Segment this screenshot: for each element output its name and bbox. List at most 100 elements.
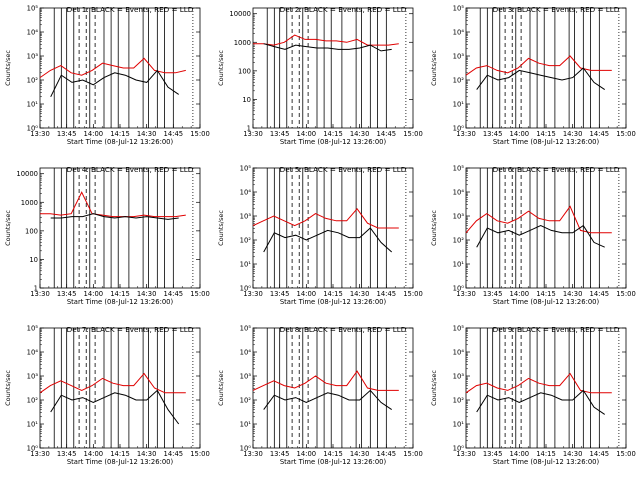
y-tick-label: 10³ — [453, 373, 465, 381]
y-axis-label: Counts/sec — [430, 50, 438, 86]
y-tick-label: 1000 — [21, 199, 38, 207]
x-tick-label: 13:45 — [270, 130, 290, 138]
x-tick-label: 14:30 — [137, 290, 157, 298]
y-tick-label: 10³ — [240, 373, 252, 381]
y-tick-label: 10³ — [453, 53, 465, 61]
x-tick-label: 13:30 — [456, 450, 476, 458]
y-tick-label: 10³ — [240, 213, 252, 221]
y-tick-label: 10⁰ — [27, 125, 39, 133]
x-tick-label: 13:45 — [483, 290, 503, 298]
y-tick-label: 10⁴ — [27, 349, 39, 357]
lld-series-line — [39, 372, 186, 394]
y-tick-label: 1 — [34, 285, 38, 293]
y-tick-label: 10⁰ — [240, 285, 252, 293]
x-tick-label: 13:45 — [270, 290, 290, 298]
x-tick-label: 14:30 — [563, 450, 583, 458]
x-tick-label: 15:00 — [190, 450, 210, 458]
x-tick-label: 14:30 — [137, 450, 157, 458]
plot-frame — [39, 327, 201, 449]
y-tick-label: 10⁵ — [27, 5, 39, 13]
y-tick-label: 10² — [453, 77, 465, 85]
plot-frame — [465, 7, 627, 129]
x-tick-label: 14:00 — [84, 450, 104, 458]
x-tick-label: 14:45 — [590, 290, 610, 298]
y-tick-label: 1 — [247, 125, 251, 133]
x-tick-label: 13:45 — [483, 130, 503, 138]
y-tick-label: 10¹ — [27, 421, 39, 429]
x-tick-label: 14:30 — [350, 130, 370, 138]
y-tick-label: 10² — [453, 237, 465, 245]
y-tick-label: 10² — [240, 397, 252, 405]
x-tick-label: 15:00 — [403, 290, 423, 298]
y-tick-label: 10² — [27, 77, 39, 85]
events-series-line — [50, 213, 179, 220]
lld-series-line — [465, 205, 612, 234]
events-series-line — [263, 43, 392, 52]
y-tick-label: 10⁵ — [453, 165, 465, 173]
y-tick-label: 10¹ — [240, 421, 252, 429]
x-tick-label: 14:00 — [84, 290, 104, 298]
y-tick-label: 10⁵ — [27, 325, 39, 333]
events-series-line — [263, 389, 392, 411]
x-axis-label: Start Time (08-Jul-12 13:26:00) — [67, 138, 174, 146]
x-axis-label: Start Time (08-Jul-12 13:26:00) — [67, 298, 174, 306]
x-tick-label: 14:45 — [377, 450, 397, 458]
y-axis-label: Counts/sec — [430, 210, 438, 246]
panel-title: Det 9: BLACK = Events, RED = LLD — [493, 325, 620, 334]
x-tick-label: 14:00 — [510, 130, 530, 138]
y-tick-label: 10⁵ — [240, 325, 252, 333]
y-tick-label: 10³ — [453, 213, 465, 221]
x-axis-label: Start Time (08-Jul-12 13:26:00) — [280, 298, 387, 306]
y-tick-label: 10³ — [27, 53, 39, 61]
lld-series-line — [252, 207, 399, 229]
y-axis-label: Counts/sec — [4, 210, 12, 246]
y-tick-label: 10² — [27, 397, 39, 405]
y-tick-label: 100 — [238, 67, 251, 75]
y-axis-label: Counts/sec — [4, 370, 12, 406]
y-axis-label: Counts/sec — [217, 50, 225, 86]
x-tick-label: 14:45 — [590, 450, 610, 458]
y-tick-label: 10⁵ — [453, 5, 465, 13]
y-tick-label: 10⁴ — [453, 29, 465, 37]
y-tick-label: 10⁴ — [453, 349, 465, 357]
y-tick-label: 10¹ — [27, 101, 39, 109]
panel-title: Det 8: BLACK = Events, RED = LLD — [280, 325, 407, 334]
x-tick-label: 15:00 — [190, 290, 210, 298]
x-tick-label: 14:15 — [110, 290, 130, 298]
y-tick-label: 10⁰ — [453, 445, 465, 453]
x-tick-label: 13:30 — [456, 290, 476, 298]
x-tick-label: 14:00 — [297, 450, 317, 458]
y-tick-label: 100 — [25, 227, 38, 235]
x-tick-label: 13:30 — [30, 450, 50, 458]
x-tick-label: 14:45 — [377, 130, 397, 138]
x-tick-label: 15:00 — [616, 290, 636, 298]
events-series-line — [263, 227, 393, 253]
y-tick-label: 10³ — [27, 373, 39, 381]
x-axis-label: Start Time (08-Jul-12 13:26:00) — [280, 458, 387, 466]
detector-panel-8: Det 8: BLACK = Events, RED = LLD 10⁰ 10¹ 10… — [217, 325, 423, 467]
x-tick-label: 15:00 — [616, 130, 636, 138]
y-tick-label: 10⁰ — [453, 285, 465, 293]
x-tick-label: 14:15 — [323, 450, 343, 458]
panel-title: Det 7: BLACK = Events, RED = LLD — [67, 325, 194, 334]
x-tick-label: 14:00 — [510, 450, 530, 458]
x-axis-label: Start Time (08-Jul-12 13:26:00) — [493, 458, 600, 466]
x-tick-label: 15:00 — [190, 130, 210, 138]
y-tick-label: 10¹ — [453, 101, 465, 109]
events-series-line — [476, 67, 605, 91]
y-tick-label: 10000 — [16, 170, 38, 178]
x-tick-label: 13:30 — [30, 290, 50, 298]
panel-title: Det 3: BLACK = Events, RED = LLD — [493, 5, 620, 14]
x-tick-label: 13:30 — [243, 450, 263, 458]
x-tick-label: 13:30 — [243, 290, 263, 298]
y-tick-label: 10¹ — [453, 421, 465, 429]
x-tick-label: 14:15 — [536, 290, 556, 298]
panel-title: Det 2: BLACK = Events, RED = LLD — [280, 5, 407, 14]
events-series-line — [476, 224, 605, 248]
x-tick-label: 14:30 — [350, 290, 370, 298]
x-tick-label: 14:15 — [536, 130, 556, 138]
detector-panel-3: Det 3: BLACK = Events, RED = LLD 10⁰ 10¹ 10… — [430, 5, 636, 147]
x-tick-label: 14:45 — [164, 130, 184, 138]
lld-series-line — [252, 370, 399, 391]
plot-frame — [465, 327, 627, 449]
